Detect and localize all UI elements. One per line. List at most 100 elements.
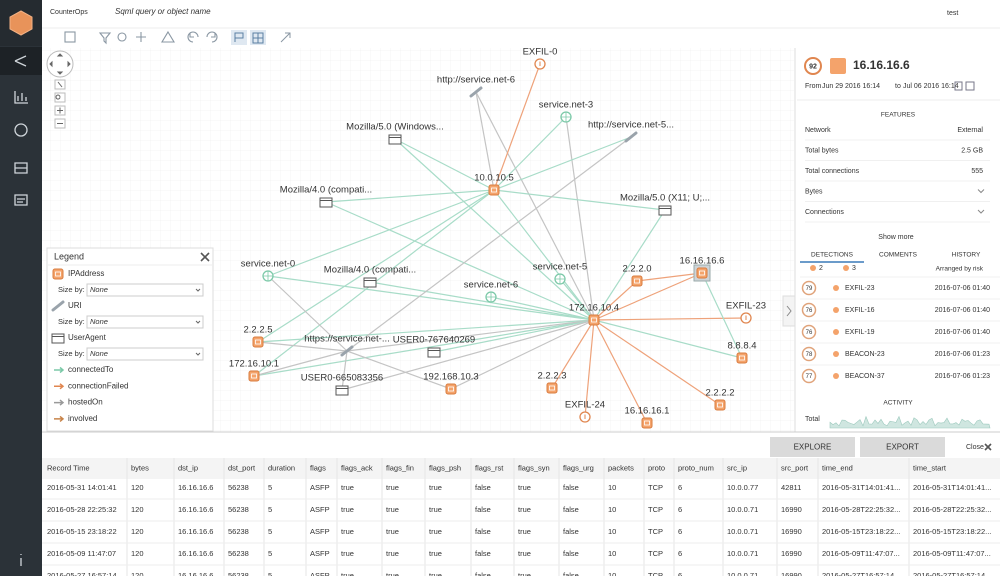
panel-toggle[interactable] xyxy=(782,295,796,327)
node-ip[interactable] xyxy=(588,314,600,326)
nav-reports[interactable] xyxy=(14,194,28,206)
tool-layout[interactable] xyxy=(117,32,127,42)
node-uri[interactable] xyxy=(624,131,638,143)
node-useragent[interactable] xyxy=(335,385,349,396)
nav-globe[interactable] xyxy=(14,123,28,137)
tool-center[interactable] xyxy=(136,32,146,42)
node-uri[interactable] xyxy=(340,345,354,357)
legend-close[interactable] xyxy=(200,252,210,262)
table-cell: true xyxy=(341,571,354,576)
feature-label: Network xyxy=(805,127,831,134)
detection-score: 77 xyxy=(806,374,813,380)
table-body: Record Time bytes dst_ip dst_port duration fl… xyxy=(42,458,1000,576)
column-header: time_end xyxy=(822,463,853,472)
column-header: proto_num xyxy=(678,463,714,472)
tool-filter[interactable] xyxy=(98,32,112,45)
feature-value: External xyxy=(957,127,983,134)
feature-label: Bytes xyxy=(805,188,823,195)
table-cell: 6 xyxy=(678,527,682,536)
app-name: CounterOps xyxy=(50,9,88,16)
feature-value: 2.5 GB xyxy=(961,147,983,154)
search-input[interactable]: Sqml query or object name xyxy=(115,7,211,16)
node-ip[interactable] xyxy=(248,370,260,382)
detection-badge xyxy=(801,280,817,296)
details-panel xyxy=(795,48,1000,432)
node-label: service.net-5 xyxy=(533,262,587,273)
node-ip[interactable] xyxy=(488,184,500,196)
detection-score: 79 xyxy=(806,286,813,292)
node-label: 2.2.2.2 xyxy=(705,388,734,399)
legend-size-select[interactable] xyxy=(86,347,204,361)
feature-label: Total bytes xyxy=(805,147,839,154)
table-cell: 10 xyxy=(608,483,616,492)
legend-edge-type: connectedTo xyxy=(68,365,114,374)
legend-size-select[interactable] xyxy=(86,315,204,329)
node-ip[interactable] xyxy=(641,417,653,429)
legend-edge-type: connectionFailed xyxy=(68,381,128,390)
node-useragent[interactable] xyxy=(427,347,441,358)
legend-title: Legend xyxy=(54,251,84,261)
feature-expand[interactable] xyxy=(977,189,985,194)
column-header: dst_port xyxy=(228,463,256,472)
user-name[interactable]: test xyxy=(947,10,958,17)
close-icon[interactable] xyxy=(984,443,992,451)
node-ip[interactable] xyxy=(736,352,748,364)
node-label: 2.2.2.0 xyxy=(622,264,651,275)
nav-db[interactable] xyxy=(14,162,28,174)
legend-size-value: None xyxy=(90,317,108,326)
node-uri[interactable] xyxy=(51,300,65,312)
nav-chart[interactable] xyxy=(14,91,28,104)
column-header: time_start xyxy=(913,463,947,472)
node-ip[interactable] xyxy=(714,399,726,411)
table-cell: 16990 xyxy=(781,505,802,514)
tool-redo[interactable] xyxy=(206,31,218,43)
table-cell: ASFP xyxy=(310,549,330,558)
table-cell: 2016-05-09 11:47:07 xyxy=(47,549,116,558)
tool-warning[interactable] xyxy=(161,30,175,43)
table-cell: false xyxy=(475,505,491,514)
table-cell: 5 xyxy=(268,549,272,558)
range-icon[interactable] xyxy=(965,81,975,91)
legend-size-select[interactable] xyxy=(86,283,204,297)
node-uri[interactable] xyxy=(469,86,483,98)
legend-edge-type: hostedOn xyxy=(68,398,103,407)
feature-expand[interactable] xyxy=(977,209,985,214)
pan-control[interactable] xyxy=(46,50,74,78)
tool-save[interactable] xyxy=(64,31,76,43)
node-label: 2.2.2.5 xyxy=(243,325,272,336)
graph-edge xyxy=(253,319,595,377)
action-button[interactable] xyxy=(770,437,855,457)
nav-graph[interactable] xyxy=(14,55,27,67)
graph-edge xyxy=(493,189,595,321)
node-ip[interactable] xyxy=(546,382,558,394)
node-ip[interactable] xyxy=(52,268,64,280)
graph-edge xyxy=(325,201,595,321)
detection-time: 2016-07-06 01:40 xyxy=(935,307,990,314)
tool-export[interactable] xyxy=(280,32,291,43)
detection-badge xyxy=(801,302,817,318)
action-button[interactable] xyxy=(860,437,945,457)
table-cell: true xyxy=(429,571,442,576)
node-ip[interactable] xyxy=(631,275,643,287)
node-useragent[interactable] xyxy=(363,277,377,288)
nav-icons xyxy=(14,55,28,566)
node-ip[interactable] xyxy=(252,336,264,348)
node-ip[interactable] xyxy=(445,383,457,395)
table-cell: 16990 xyxy=(781,549,802,558)
node-useragent[interactable] xyxy=(51,333,65,344)
table-cell: true xyxy=(386,571,399,576)
detection-badge xyxy=(801,346,817,362)
calendar-icon[interactable] xyxy=(954,81,963,91)
table-cell: 56238 xyxy=(228,505,249,514)
node-label: 16.16.16.1 xyxy=(625,406,670,417)
table-cell: 2016-05-28T22:25:32... xyxy=(822,505,900,514)
node-useragent[interactable] xyxy=(658,205,672,216)
tool-undo[interactable] xyxy=(187,31,199,43)
node-label: 8.8.8.4 xyxy=(727,341,756,352)
node-ip[interactable] xyxy=(696,267,708,279)
detection-time: 2016-07-06 01:23 xyxy=(935,351,990,358)
node-useragent[interactable] xyxy=(388,134,402,145)
table-cell: 42811 xyxy=(781,483,801,492)
node-useragent[interactable] xyxy=(319,197,333,208)
nav-active[interactable] xyxy=(0,47,42,75)
